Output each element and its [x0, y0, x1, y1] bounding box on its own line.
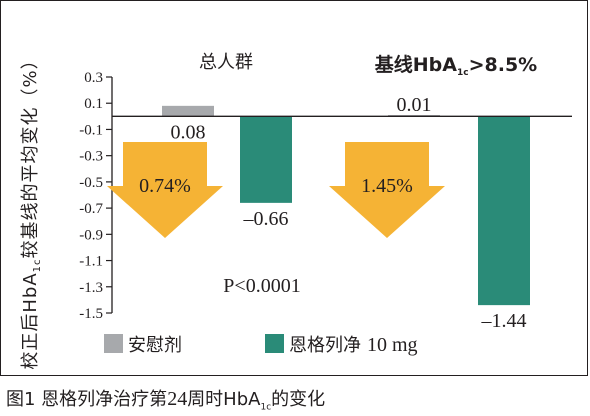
y-tick-label: -0.7	[79, 201, 103, 217]
bar-drug	[240, 116, 292, 203]
figure-caption: 图1 恩格列净治疗第24周时HbA1c的变化	[6, 385, 325, 413]
value-label-drug: –0.66	[243, 208, 289, 230]
legend-label-placebo: 安慰剂	[128, 335, 182, 356]
legend-swatch-placebo	[104, 334, 123, 353]
group-title-baseline-main: 基线HbA	[374, 53, 458, 76]
chart: 校正后HbA1c较基线的平均变化（%） 0.30.1-0.1-0.3-0.5-0…	[20, 50, 572, 370]
labels: 0.74% 0.08 –0.66 1.45% 0.01 –1.44	[139, 94, 526, 332]
y-tick-label: -0.9	[79, 227, 103, 243]
y-tick-label: -0.3	[79, 149, 103, 165]
legend: 安慰剂 恩格列净 10 mg	[104, 334, 418, 356]
group-title-overall: 总人群	[199, 52, 253, 73]
y-tick-label: -1.3	[79, 280, 103, 296]
y-tick-label: -0.5	[79, 175, 103, 191]
y-tick-label: -1.1	[79, 254, 103, 270]
legend-label-drug-dose: 10 mg	[367, 334, 418, 356]
y-axis: 0.3 0.1 -0.1 -0.3 -0.5 -0.7 -0.9 -1.1 -1.3 -1.5	[79, 70, 113, 322]
difference-arrows	[107, 142, 445, 238]
legend-label-drug-cn: 恩格列净	[289, 335, 361, 356]
y-axis-label-main: 校正后HbA	[20, 272, 41, 369]
difference-arrow	[329, 142, 445, 238]
value-label-placebo: 0.08	[171, 121, 206, 143]
value-label-placebo: 0.01	[397, 94, 432, 116]
y-tick-label: 0.3	[84, 70, 103, 86]
difference-label: 1.45%	[361, 175, 413, 197]
bar-drug	[478, 116, 530, 306]
legend-swatch-drug	[265, 334, 284, 353]
bar-placebo	[388, 115, 440, 117]
group-title-baseline: 基线HbA1c>8.5%	[374, 53, 537, 78]
y-tick-label: -1.5	[79, 306, 103, 322]
caption-prefix: 图1 恩格列净治疗第	[6, 389, 168, 410]
group-title-baseline-sub: 1c	[457, 68, 469, 78]
legend-label-drug: 恩格列净 10 mg	[289, 334, 418, 356]
p-value-annotation: P<0.0001	[223, 275, 300, 297]
group-title-baseline-tail: >8.5%	[469, 54, 538, 76]
caption-sub: 1c	[260, 402, 272, 413]
y-axis-label-sub: 1c	[32, 258, 43, 272]
bar-placebo	[162, 105, 214, 117]
caption-suffix: 的变化	[271, 389, 326, 410]
y-axis-label: 校正后HbA1c较基线的平均变化（%）	[20, 50, 43, 369]
caption-week: 24	[167, 388, 188, 410]
bars	[162, 105, 530, 306]
y-tick-label: 0.1	[84, 96, 103, 112]
y-tick-label: -0.1	[79, 122, 103, 138]
caption-mid: 周时HbA	[187, 389, 261, 410]
difference-label: 0.74%	[139, 175, 191, 197]
difference-arrow	[107, 142, 223, 238]
value-label-drug: –1.44	[481, 310, 527, 332]
y-axis-label-tail: 较基线的平均变化（%）	[20, 50, 41, 258]
